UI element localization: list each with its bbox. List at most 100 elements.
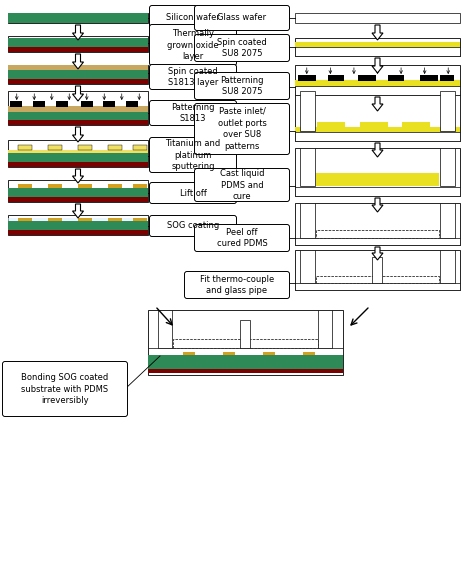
- FancyBboxPatch shape: [2, 361, 128, 416]
- FancyBboxPatch shape: [194, 73, 290, 99]
- Polygon shape: [372, 58, 383, 73]
- Bar: [8, 38, 148, 47]
- Bar: [78, 218, 92, 221]
- Bar: [8, 218, 148, 221]
- Bar: [8, 215, 148, 235]
- Bar: [10, 101, 22, 107]
- Bar: [8, 150, 148, 154]
- Bar: [8, 13, 148, 23]
- Bar: [316, 276, 439, 283]
- Bar: [295, 91, 460, 141]
- Bar: [78, 145, 92, 150]
- Bar: [440, 75, 454, 81]
- Bar: [148, 369, 343, 373]
- Bar: [8, 13, 148, 23]
- Bar: [18, 184, 32, 188]
- Bar: [440, 148, 455, 186]
- Bar: [328, 75, 344, 81]
- Bar: [183, 352, 195, 355]
- Bar: [300, 91, 315, 131]
- Bar: [317, 122, 345, 131]
- Bar: [148, 348, 343, 355]
- Polygon shape: [73, 169, 83, 183]
- Bar: [133, 218, 147, 221]
- Text: Titanium and
platinum
sputtering: Titanium and platinum sputtering: [165, 139, 220, 171]
- Polygon shape: [73, 54, 83, 69]
- FancyBboxPatch shape: [149, 100, 237, 126]
- Bar: [108, 218, 122, 221]
- Bar: [108, 184, 122, 188]
- Bar: [295, 80, 460, 87]
- Bar: [48, 145, 62, 150]
- FancyBboxPatch shape: [184, 271, 290, 299]
- Bar: [8, 36, 148, 52]
- Polygon shape: [73, 86, 83, 101]
- Bar: [440, 250, 455, 283]
- FancyBboxPatch shape: [194, 6, 290, 30]
- Bar: [48, 184, 62, 188]
- Bar: [295, 127, 460, 132]
- Bar: [295, 148, 460, 196]
- Bar: [56, 101, 68, 107]
- FancyBboxPatch shape: [149, 215, 237, 236]
- FancyBboxPatch shape: [149, 65, 237, 90]
- Bar: [360, 122, 388, 131]
- Bar: [295, 47, 460, 56]
- Polygon shape: [372, 247, 383, 260]
- FancyBboxPatch shape: [149, 6, 237, 30]
- Text: Spin coated
SU8 2075: Spin coated SU8 2075: [217, 38, 267, 58]
- Bar: [158, 310, 172, 348]
- Text: Fit thermo-couple
and glass pipe: Fit thermo-couple and glass pipe: [200, 275, 274, 295]
- Bar: [8, 120, 148, 125]
- Text: Glass wafer: Glass wafer: [218, 14, 266, 22]
- Bar: [8, 70, 148, 79]
- Bar: [316, 173, 439, 186]
- Bar: [300, 148, 315, 186]
- Polygon shape: [73, 204, 83, 218]
- Bar: [18, 145, 32, 150]
- Bar: [295, 187, 460, 196]
- Bar: [18, 218, 32, 221]
- Bar: [295, 86, 460, 95]
- Bar: [318, 310, 332, 348]
- Bar: [300, 250, 315, 283]
- Bar: [8, 47, 148, 52]
- Bar: [420, 75, 438, 81]
- Polygon shape: [372, 143, 383, 157]
- Bar: [8, 162, 148, 167]
- Bar: [440, 91, 455, 131]
- Bar: [295, 13, 460, 23]
- Bar: [240, 320, 250, 348]
- Bar: [8, 230, 148, 235]
- FancyBboxPatch shape: [149, 183, 237, 203]
- FancyBboxPatch shape: [149, 25, 237, 66]
- Bar: [440, 203, 455, 238]
- Bar: [303, 352, 315, 355]
- Bar: [133, 184, 147, 188]
- Text: Cast liquid
PDMS and
cure: Cast liquid PDMS and cure: [220, 168, 264, 202]
- Bar: [78, 184, 92, 188]
- Polygon shape: [372, 97, 383, 111]
- Text: Peel off
cured PDMS: Peel off cured PDMS: [217, 228, 267, 248]
- Bar: [8, 65, 148, 84]
- Bar: [316, 230, 439, 238]
- Bar: [8, 180, 148, 202]
- Bar: [48, 218, 62, 221]
- Bar: [300, 203, 315, 238]
- Polygon shape: [73, 25, 83, 40]
- FancyBboxPatch shape: [194, 224, 290, 251]
- Bar: [223, 352, 235, 355]
- FancyBboxPatch shape: [194, 103, 290, 155]
- Bar: [8, 112, 148, 120]
- Bar: [8, 140, 148, 167]
- Bar: [8, 91, 148, 125]
- FancyBboxPatch shape: [149, 138, 237, 172]
- Bar: [8, 79, 148, 84]
- Polygon shape: [372, 198, 383, 212]
- Text: SOG coating: SOG coating: [167, 222, 219, 231]
- Bar: [103, 101, 115, 107]
- Bar: [402, 122, 430, 131]
- Bar: [8, 197, 148, 202]
- FancyBboxPatch shape: [194, 168, 290, 202]
- Bar: [372, 257, 382, 283]
